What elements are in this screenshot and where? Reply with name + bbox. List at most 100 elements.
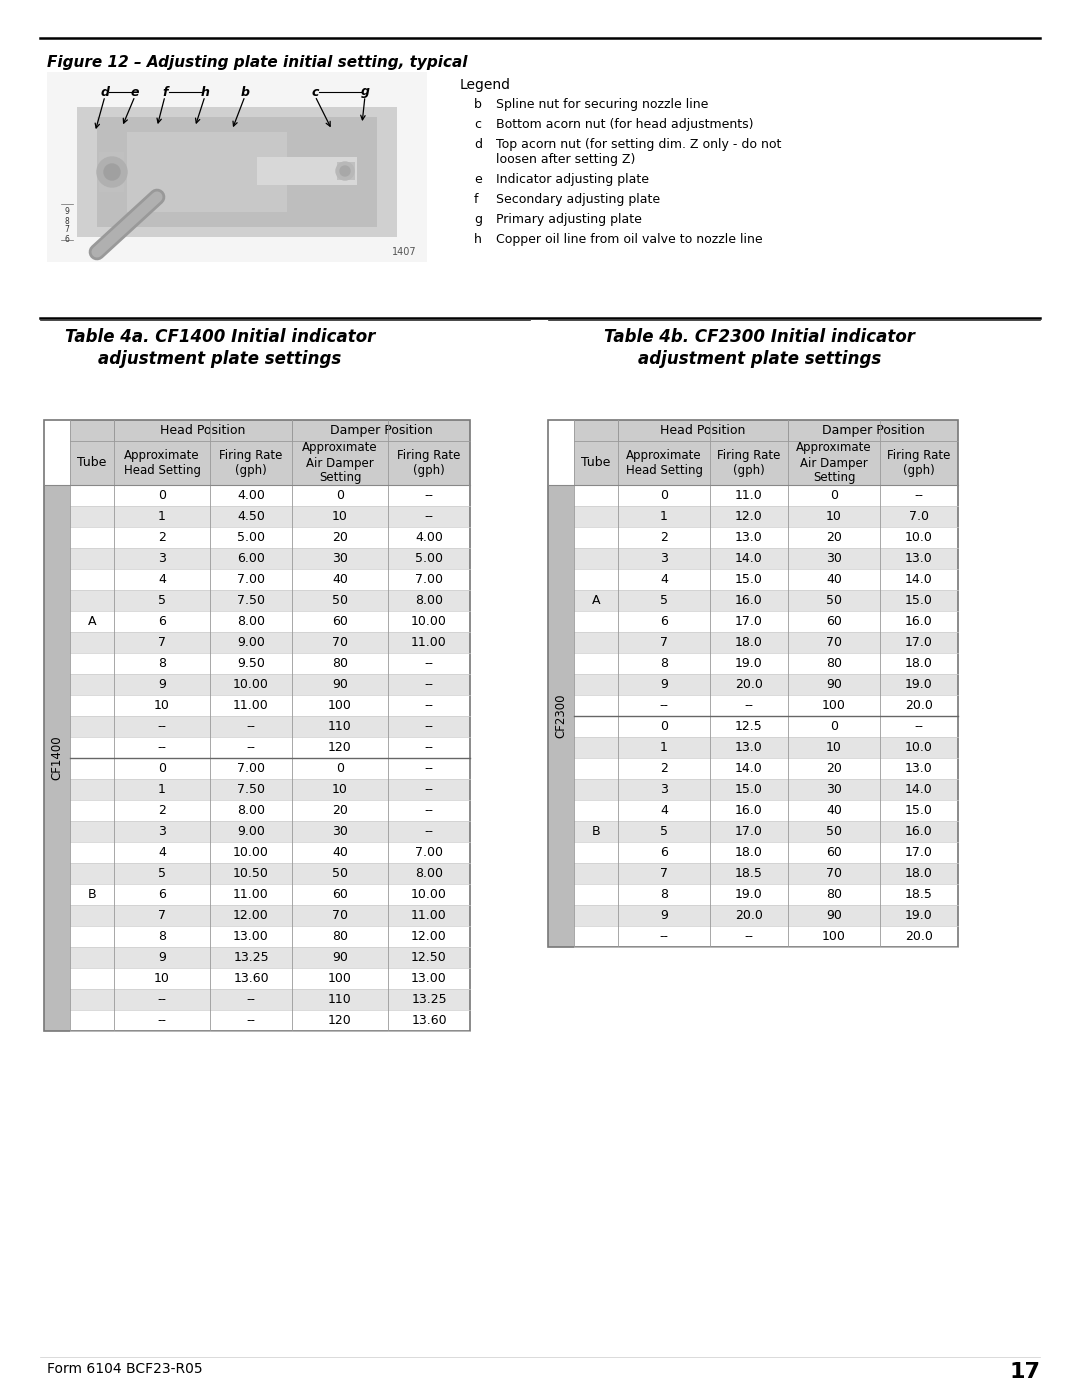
Bar xyxy=(77,108,397,237)
Text: Form 6104 BCF23-R05: Form 6104 BCF23-R05 xyxy=(48,1362,203,1376)
Text: 10: 10 xyxy=(332,782,348,796)
Text: CF2300: CF2300 xyxy=(554,694,567,738)
Text: 4: 4 xyxy=(660,805,667,817)
Text: 14.0: 14.0 xyxy=(905,573,933,585)
Text: 12.5: 12.5 xyxy=(735,719,762,733)
Text: 40: 40 xyxy=(826,573,842,585)
Text: 10.00: 10.00 xyxy=(411,888,447,901)
Text: Firing Rate
(gph): Firing Rate (gph) xyxy=(397,448,461,476)
Text: 2: 2 xyxy=(158,531,166,543)
Text: Firing Rate
(gph): Firing Rate (gph) xyxy=(219,448,283,476)
Text: 9: 9 xyxy=(158,678,166,692)
Text: 1: 1 xyxy=(158,782,166,796)
Text: 7.0: 7.0 xyxy=(909,510,929,522)
Text: 0: 0 xyxy=(336,489,345,502)
Text: 10: 10 xyxy=(826,510,842,522)
Bar xyxy=(70,673,470,694)
Text: 80: 80 xyxy=(332,930,348,943)
Bar xyxy=(70,884,470,905)
Bar xyxy=(573,717,958,738)
Text: 15.0: 15.0 xyxy=(905,805,933,817)
Text: --: -- xyxy=(424,678,433,692)
Text: 5: 5 xyxy=(158,868,166,880)
Bar xyxy=(70,694,470,717)
Text: 11.0: 11.0 xyxy=(735,489,762,502)
Bar xyxy=(573,800,958,821)
Text: 4: 4 xyxy=(158,847,166,859)
Text: 10: 10 xyxy=(154,698,170,712)
Text: --: -- xyxy=(158,740,166,754)
Bar xyxy=(48,73,427,263)
Text: 10.00: 10.00 xyxy=(233,678,269,692)
Text: --: -- xyxy=(424,489,433,502)
Text: 100: 100 xyxy=(822,698,846,712)
Bar xyxy=(70,1010,470,1031)
Text: 7.00: 7.00 xyxy=(415,847,443,859)
Text: g: g xyxy=(474,212,482,226)
Text: Approximate
Head Setting: Approximate Head Setting xyxy=(625,448,702,476)
Text: Head Position: Head Position xyxy=(160,425,245,437)
Bar xyxy=(70,506,470,527)
Text: 6: 6 xyxy=(158,615,166,629)
Text: Spline nut for securing nozzle line: Spline nut for securing nozzle line xyxy=(496,98,708,110)
Text: 7.00: 7.00 xyxy=(415,573,443,585)
Bar xyxy=(337,162,355,180)
Text: 4: 4 xyxy=(660,573,667,585)
Bar xyxy=(573,694,958,717)
Text: --: -- xyxy=(246,1014,256,1027)
Text: 0: 0 xyxy=(158,761,166,775)
Text: 15.0: 15.0 xyxy=(735,573,762,585)
Text: adjustment plate settings: adjustment plate settings xyxy=(638,351,881,367)
Text: 11.00: 11.00 xyxy=(411,909,447,922)
Bar xyxy=(70,652,470,673)
Text: 50: 50 xyxy=(826,594,842,608)
Text: 1407: 1407 xyxy=(392,247,417,257)
Text: 16.0: 16.0 xyxy=(905,615,933,629)
Text: 50: 50 xyxy=(826,826,842,838)
Bar xyxy=(573,673,958,694)
Text: 90: 90 xyxy=(826,678,842,692)
Text: Damper Position: Damper Position xyxy=(822,425,924,437)
Text: 8: 8 xyxy=(158,930,166,943)
Text: 14.0: 14.0 xyxy=(735,761,762,775)
Bar xyxy=(573,420,618,485)
Text: 10.00: 10.00 xyxy=(233,847,269,859)
Text: --: -- xyxy=(424,826,433,838)
Text: 10.00: 10.00 xyxy=(411,615,447,629)
Bar xyxy=(573,485,958,506)
Text: 110: 110 xyxy=(328,993,352,1006)
Bar xyxy=(573,926,958,947)
Text: 13.0: 13.0 xyxy=(905,552,933,564)
Text: 9: 9 xyxy=(65,208,69,217)
Bar xyxy=(70,717,470,738)
Text: 30: 30 xyxy=(332,552,348,564)
Text: 0: 0 xyxy=(831,719,838,733)
Text: 13.00: 13.00 xyxy=(233,930,269,943)
Text: 1: 1 xyxy=(660,740,667,754)
Text: 50: 50 xyxy=(332,594,348,608)
Text: 3: 3 xyxy=(660,782,667,796)
Bar xyxy=(114,441,470,485)
Bar xyxy=(548,420,958,947)
Text: h: h xyxy=(474,233,482,246)
Text: 0: 0 xyxy=(660,719,669,733)
Text: e: e xyxy=(474,173,482,186)
Text: 100: 100 xyxy=(328,972,352,985)
Text: 18.0: 18.0 xyxy=(905,657,933,671)
Bar xyxy=(70,863,470,884)
Text: 70: 70 xyxy=(332,909,348,922)
Text: 5: 5 xyxy=(660,594,669,608)
Text: 90: 90 xyxy=(332,678,348,692)
Text: 4: 4 xyxy=(158,573,166,585)
Text: 20.0: 20.0 xyxy=(905,698,933,712)
Text: 16.0: 16.0 xyxy=(905,826,933,838)
Text: 17: 17 xyxy=(1009,1362,1040,1382)
Text: 50: 50 xyxy=(332,868,348,880)
Text: Copper oil line from oil valve to nozzle line: Copper oil line from oil valve to nozzle… xyxy=(496,233,762,246)
Text: 9.00: 9.00 xyxy=(238,636,265,650)
Text: Indicator adjusting plate: Indicator adjusting plate xyxy=(496,173,649,186)
Text: Approximate
Head Setting: Approximate Head Setting xyxy=(123,448,201,476)
Text: 18.5: 18.5 xyxy=(905,888,933,901)
Text: 40: 40 xyxy=(332,573,348,585)
Text: 6.00: 6.00 xyxy=(238,552,265,564)
